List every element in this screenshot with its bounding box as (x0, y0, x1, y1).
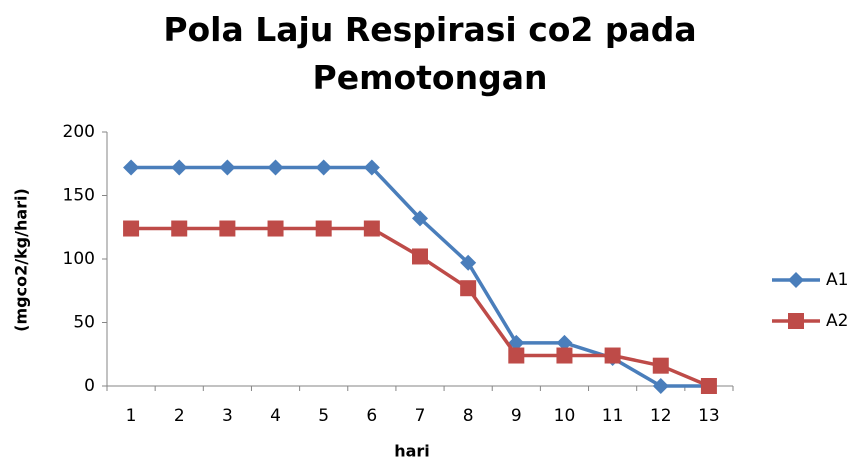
marker (363, 159, 380, 176)
x-tick-label: 11 (602, 406, 624, 426)
x-tick-label: 6 (366, 406, 377, 426)
series-line (131, 165, 709, 388)
marker (652, 378, 669, 394)
marker (652, 357, 669, 374)
legend-label: A2 (826, 311, 848, 331)
marker (171, 159, 188, 176)
y-tick-label: 200 (63, 122, 95, 142)
marker (508, 347, 525, 364)
marker (556, 347, 573, 364)
y-tick-label: 0 (84, 376, 95, 396)
x-tick-label: 9 (511, 406, 522, 426)
legend-marker (788, 272, 804, 288)
marker (315, 220, 332, 237)
y-axis-label: (mgco2/kg/hari) (12, 188, 31, 332)
x-tick-label: 12 (650, 406, 672, 426)
x-tick-label: 13 (698, 406, 720, 426)
chart-title: Pola Laju Respirasi co2 pada Pemotongan (163, 10, 697, 97)
marker (460, 280, 477, 297)
x-tick-label: 4 (270, 406, 281, 426)
marker (267, 159, 284, 176)
legend-marker (788, 313, 804, 329)
marker (508, 334, 525, 351)
x-tick-label: 1 (126, 406, 137, 426)
legend-label: A1 (826, 270, 848, 290)
marker (412, 210, 428, 227)
y-tick-label: 50 (73, 313, 95, 333)
x-axis-label: hari (394, 442, 430, 461)
x-tick-label: 2 (174, 406, 185, 426)
marker (219, 220, 236, 237)
marker (267, 220, 284, 237)
x-tick-label: 8 (463, 406, 474, 426)
marker (171, 220, 188, 237)
x-tick-label: 5 (318, 406, 329, 426)
marker (412, 248, 428, 265)
y-tick-label: 100 (63, 249, 95, 269)
marker (219, 159, 236, 176)
marker (123, 220, 140, 237)
marker (123, 159, 140, 176)
marker (460, 254, 477, 271)
marker (556, 334, 573, 351)
x-tick-label: 3 (222, 406, 233, 426)
marker (315, 159, 332, 176)
marker (700, 378, 717, 394)
x-tick-label: 7 (415, 406, 426, 426)
marker (604, 347, 621, 364)
x-tick-label: 10 (554, 406, 576, 426)
marker (363, 220, 380, 237)
y-tick-label: 150 (63, 186, 95, 206)
